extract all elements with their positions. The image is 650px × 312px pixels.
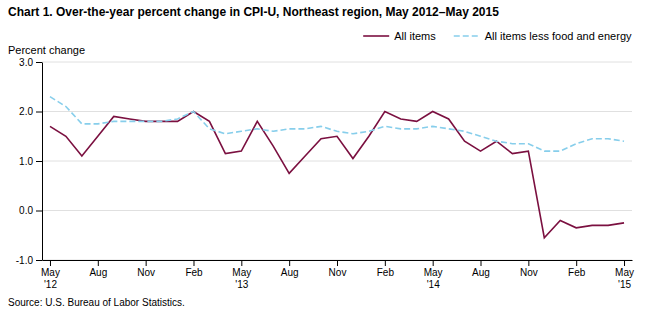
x-tick: May'12: [41, 260, 60, 290]
x-tick-label: Nov: [329, 267, 347, 278]
y-tick-mark: [36, 260, 42, 261]
x-tick: Feb: [185, 260, 203, 278]
legend-label: All items less food and energy: [485, 30, 632, 42]
x-tick-mark: [50, 260, 51, 266]
legend: All items All items less food and energy: [363, 30, 632, 42]
x-tick: Feb: [568, 260, 586, 278]
x-tick: Aug: [472, 260, 490, 278]
x-tick-mark: [528, 260, 529, 266]
y-tick-mark: [36, 161, 42, 162]
x-tick-label: Aug: [89, 267, 107, 278]
x-tick-label: May'13: [232, 267, 251, 290]
legend-item: All items less food and energy: [454, 30, 632, 42]
y-tick-mark: [36, 112, 42, 113]
lines: [50, 97, 624, 238]
grid-line: [42, 210, 632, 211]
y-tick-label: 0.0: [19, 205, 33, 216]
y-axis: -1.0 0.0 1.0 2.0 3.0: [16, 57, 43, 266]
y-tick-label: 3.0: [19, 57, 33, 68]
x-tick-mark: [193, 260, 194, 266]
x-tick: Nov: [520, 260, 538, 278]
y-tick-mark: [36, 62, 42, 63]
x-tick-mark: [433, 260, 434, 266]
grid-line: [42, 161, 632, 162]
grid-line: [42, 62, 632, 63]
x-tick-label: Nov: [520, 267, 538, 278]
y-tick: 3.0: [19, 57, 42, 68]
x-tick-label: Aug: [281, 267, 299, 278]
legend-label: All items: [394, 30, 436, 42]
y-tick-label: 2.0: [19, 106, 33, 117]
x-tick: Aug: [89, 260, 107, 278]
x-tick: May'13: [232, 260, 251, 290]
x-tick: Nov: [137, 260, 155, 278]
grid-line: [42, 111, 632, 112]
title: Chart 1. Over-the-year percent change in…: [8, 5, 499, 19]
x-tick-label: May'12: [41, 267, 60, 290]
grid: [42, 62, 632, 260]
y-tick: -1.0: [16, 255, 42, 266]
x-tick: May'14: [424, 260, 443, 290]
x-tick: Nov: [329, 260, 347, 278]
x-tick-mark: [385, 260, 386, 266]
x-tick-label: Feb: [377, 267, 395, 278]
x-tick-label: Nov: [137, 267, 155, 278]
x-tick-mark: [241, 260, 242, 266]
y-tick: 0.0: [19, 205, 42, 216]
x-tick-label: Aug: [472, 267, 490, 278]
x-tick-mark: [337, 260, 338, 266]
y-axis-line: [42, 63, 43, 261]
x-tick-mark: [624, 260, 625, 266]
x-tick-mark: [289, 260, 290, 266]
x-tick-label: Feb: [185, 267, 203, 278]
x-tick-label: May'15: [615, 267, 634, 290]
y-axis-title: Percent change: [8, 44, 85, 56]
x-tick-label: Feb: [568, 267, 586, 278]
x-tick-mark: [481, 260, 482, 266]
x-tick-label: May'14: [424, 267, 443, 290]
x-tick: Aug: [281, 260, 299, 278]
y-tick: 2.0: [19, 106, 42, 117]
x-tick-mark: [576, 260, 577, 266]
x-tick: Feb: [377, 260, 395, 278]
y-tick-mark: [36, 211, 42, 212]
series-line: [50, 97, 624, 151]
source: Source: U.S. Bureau of Labor Statistics.: [8, 297, 185, 308]
y-tick: 1.0: [19, 156, 42, 167]
x-tick-mark: [146, 260, 147, 266]
y-tick-label: 1.0: [19, 156, 33, 167]
series-line: [50, 112, 624, 238]
chart: -1.0 0.0 1.0 2.0 3.0 May'12 Aug Nov Feb May'13 Aug…: [0, 0, 650, 312]
legend-swatch: [454, 35, 480, 37]
y-tick-label: -1.0: [16, 255, 34, 266]
x-axis: May'12 Aug Nov Feb May'13 Aug Nov Feb May'14 Aug N…: [41, 260, 634, 290]
x-tick-mark: [98, 260, 99, 266]
x-tick: May'15: [615, 260, 634, 290]
legend-item: All items: [363, 30, 436, 42]
legend-swatch: [363, 35, 389, 37]
